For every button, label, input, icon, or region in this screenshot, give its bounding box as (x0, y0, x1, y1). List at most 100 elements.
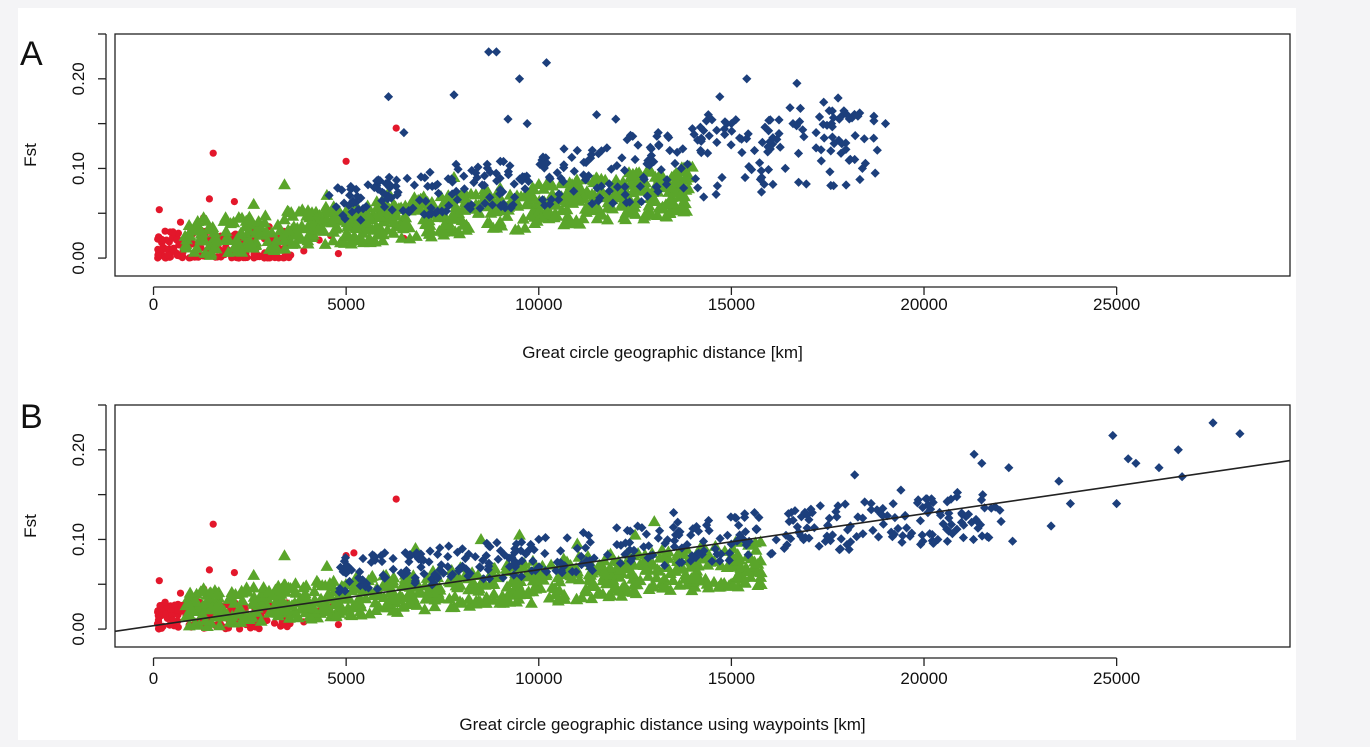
panel-a-blue-point (404, 206, 414, 216)
panel-b-blue-point (369, 551, 379, 561)
panel-b-blue-point (562, 533, 572, 543)
panel-a-blue-point (408, 203, 418, 213)
panel-b-blue-point (990, 502, 1000, 512)
panel-b-blue-point (410, 576, 420, 586)
panel-a-red-point (300, 247, 308, 255)
panel-a-green-point (490, 221, 504, 233)
panel-b-blue-point (959, 520, 969, 530)
panel-b-blue-point (952, 492, 962, 502)
panel-b-blue-point (794, 528, 804, 538)
panel-b-blue-point (341, 561, 351, 571)
panel-b-green-point (734, 561, 748, 573)
panel-b-green-point (582, 573, 596, 584)
panel-b-green-point (516, 560, 529, 572)
panel-b-green-point (210, 587, 224, 599)
panel-b-green-point (285, 599, 299, 611)
panel-a-blue-point (855, 108, 865, 118)
panel-b-blue-point (644, 541, 654, 551)
panel-a-blue-point (712, 181, 722, 191)
panel-b-blue-point (916, 539, 926, 549)
panel-b-blue-point (571, 567, 581, 577)
panel-a-blue-point (612, 161, 622, 171)
panel-a-blue-point (775, 142, 785, 152)
panel-a-red-point (209, 149, 217, 157)
panel-b-blue-point (655, 526, 665, 536)
panel-a-blue-point (633, 140, 643, 150)
panel-a-green-point (258, 216, 272, 228)
panel-b-blue-point (612, 540, 622, 550)
panel-b-green-point (223, 615, 237, 627)
panel-a-green-point (547, 211, 561, 223)
panel-a-blue-point (444, 201, 454, 211)
panel-a-green-point (369, 220, 383, 232)
panel-b-blue-point (586, 563, 596, 573)
panel-a-x-tick-label: 0 (149, 295, 158, 314)
panel-a-blue-point (579, 157, 589, 167)
panel-a-blue-point (756, 187, 767, 197)
panel-b-blue-point (1173, 445, 1183, 455)
panel-b-blue-point (973, 517, 983, 527)
panel-a-blue-point (827, 119, 837, 129)
panel-b-green-point (433, 581, 446, 592)
panel-b-blue-point (639, 542, 649, 552)
panel-a-blue-point (377, 196, 387, 206)
panel-a-blue-point (487, 200, 497, 210)
panel-b-green-point (653, 551, 667, 563)
panel-b-green-point (453, 595, 467, 607)
panel-a-blue-point (391, 175, 402, 185)
panel-b-blue-point (517, 537, 527, 547)
panel-b-green-point (683, 560, 697, 572)
panel-b-blue-point (581, 543, 591, 553)
panel-a-blue-point (757, 172, 767, 182)
panel-a-blue-point (337, 185, 347, 195)
panel-b-blue-point (878, 511, 888, 521)
panel-a-blue-point (604, 186, 614, 196)
panel-b-blue-point (612, 523, 622, 533)
panel-b-blue-point (412, 548, 422, 558)
panel-b-green-point (506, 574, 519, 586)
panel-a-blue-point (774, 115, 784, 125)
panel-b-blue-point (404, 557, 414, 567)
panel-a-red-point (162, 245, 170, 253)
panel-b-green-point (307, 585, 321, 597)
panel-b-blue-point (912, 498, 923, 508)
panel-a-blue-point (816, 145, 826, 155)
panel-b-green-point (558, 592, 572, 604)
panel-b-blue-point (641, 529, 651, 539)
panel-a-blue-point (780, 163, 790, 173)
panel-a-green-point (518, 221, 532, 233)
panel-a-green-point (217, 214, 231, 226)
panel-b-blue-point (952, 524, 962, 534)
panel-a-blue-point (765, 137, 775, 147)
panel-b-blue-point (686, 556, 696, 566)
panel-b-green-point (487, 587, 501, 599)
panel-b-green-point (184, 610, 198, 622)
panel-b-blue-point (507, 552, 517, 562)
panel-a-blue-point (767, 139, 777, 149)
panel-b-green-point (673, 578, 686, 590)
panel-b-blue-point (928, 497, 938, 507)
panel-b-green-point (247, 568, 261, 580)
panel-a-blue-point (792, 78, 802, 88)
panel-b-blue-point (820, 536, 830, 546)
panel-b-blue-point (358, 575, 368, 585)
panel-a-red-point (279, 254, 287, 262)
panel-b-green-point (298, 587, 312, 599)
panel-a-blue-point (855, 174, 865, 185)
panel-b-blue-point (766, 549, 776, 559)
panel-a-blue-point (628, 131, 638, 141)
panel-a-blue-point (653, 128, 663, 138)
panel-b-green-point (754, 566, 768, 578)
panel-b-blue-point (944, 513, 954, 523)
panel-a-blue-point (639, 174, 649, 184)
panel-a-blue-point (345, 190, 355, 200)
panel-b-green-point (357, 585, 371, 597)
panel-a-blue-point (545, 174, 555, 184)
panel-b-green-point (545, 580, 559, 592)
panel-a-blue-point (447, 177, 457, 187)
panel-b-blue-point (1154, 463, 1164, 473)
panel-a-blue-point (542, 158, 552, 168)
panel-a-blue-point (735, 133, 745, 143)
panel-b-blue-point (427, 574, 437, 584)
panel-a-green-point (349, 221, 363, 233)
